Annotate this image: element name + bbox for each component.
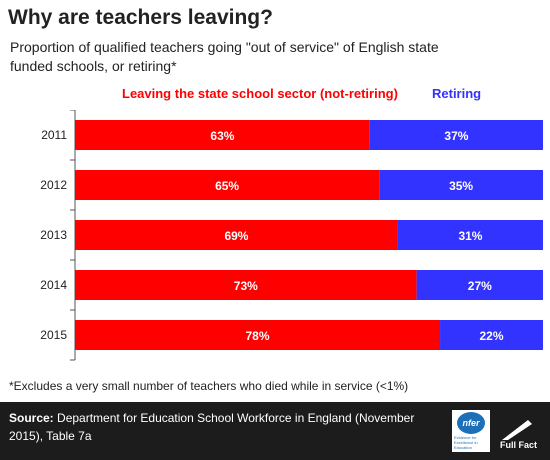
data-label-retiring-2011: 37%	[444, 129, 468, 143]
data-label-leaving-2012: 65%	[215, 179, 239, 193]
stacked-bar-chart: 2011 63% 37% 2012 65% 35% 2013 69% 31% 2014 73% 27%…	[40, 110, 543, 361]
footnote: *Excludes a very small number of teacher…	[9, 379, 409, 393]
legend-leaving: Leaving the state school sector (not-ret…	[122, 86, 398, 101]
bar-leaving-2014	[75, 270, 417, 300]
source-footer: Source: Department for Education School …	[0, 402, 550, 460]
full-fact-logo: Full Fact	[498, 416, 544, 452]
data-label-leaving-2014: 73%	[234, 279, 258, 293]
category-label-2011: 2011	[41, 128, 67, 142]
data-label-leaving-2013: 69%	[224, 229, 248, 243]
bar-leaving-2012	[75, 170, 380, 200]
data-label-retiring-2013: 31%	[458, 229, 482, 243]
data-label-retiring-2015: 22%	[480, 329, 504, 343]
source-label: Source:	[9, 411, 54, 425]
data-label-leaving-2015: 78%	[246, 329, 270, 343]
full-fact-wordmark: Full Fact	[500, 440, 538, 450]
bar-retiring-2011	[369, 120, 543, 150]
data-label-retiring-2012: 35%	[449, 179, 473, 193]
category-label-2012: 2012	[40, 178, 67, 192]
data-label-leaving-2011: 63%	[210, 129, 234, 143]
bar-retiring-2012	[379, 170, 543, 200]
bar-retiring-2015	[440, 320, 543, 350]
category-label-2015: 2015	[40, 328, 67, 342]
bar-leaving-2013	[75, 220, 398, 250]
legend-retiring: Retiring	[432, 86, 482, 101]
category-label-2013: 2013	[40, 228, 67, 242]
data-label-retiring-2014: 27%	[468, 279, 492, 293]
bar-retiring-2013	[397, 220, 543, 250]
nfer-logo: nfer Evidence for Excellence in Educatio…	[452, 410, 490, 452]
full-fact-mark-icon	[502, 420, 532, 440]
nfer-logo-mark: nfer	[457, 412, 485, 434]
bar-leaving-2011	[75, 120, 370, 150]
nfer-tagline: Evidence for Excellence in Education	[454, 435, 478, 450]
bar-retiring-2014	[416, 270, 543, 300]
category-label-2014: 2014	[40, 278, 67, 292]
chart-title: Why are teachers leaving?	[8, 6, 273, 29]
source-citation: Department for Education School Workforc…	[9, 411, 415, 443]
bar-leaving-2015	[75, 320, 441, 350]
source-text: Source: Department for Education School …	[9, 409, 449, 445]
chart-subtitle: Proportion of qualified teachers going "…	[10, 39, 439, 74]
